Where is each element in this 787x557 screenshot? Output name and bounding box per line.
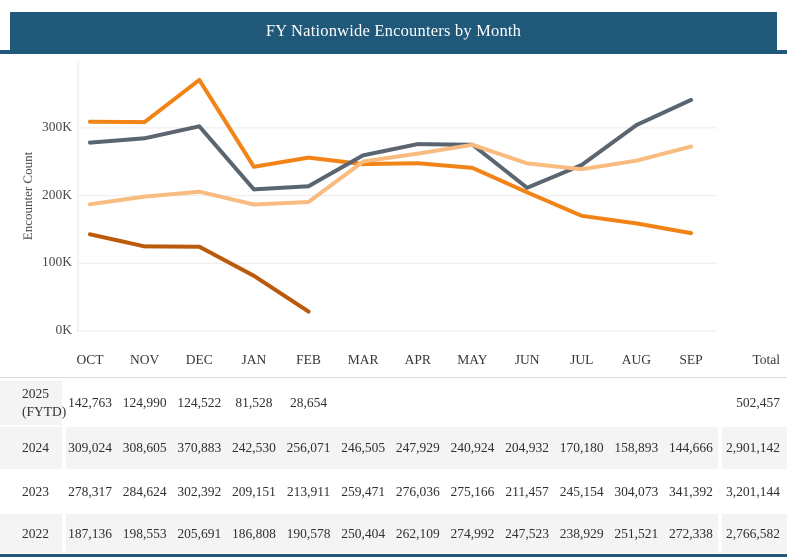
value-cell: 309,024 <box>68 440 112 455</box>
row-band <box>0 381 62 425</box>
total-cell: 502,457 <box>736 395 780 410</box>
series-line-2022 <box>88 142 693 207</box>
row-band <box>722 427 787 469</box>
value-cell: 124,522 <box>177 395 222 410</box>
page-title: FY Nationwide Encounters by Month <box>265 21 522 40</box>
row-label: 2022 <box>0 513 92 554</box>
value-cell: 213,911 <box>286 483 331 499</box>
row-label-line: 2025 <box>22 386 49 402</box>
value-cell: 204,932 <box>505 440 550 455</box>
value-cell: 205,691 <box>177 525 222 541</box>
value-cell: 81,528 <box>235 395 273 410</box>
table-header-divider <box>0 377 787 378</box>
value-cell: 142,763 <box>68 395 112 410</box>
row-band <box>0 427 62 469</box>
value-cell: 186,808 <box>231 525 276 541</box>
value-cell: 304,073 <box>614 483 659 499</box>
value-cell: 250,404 <box>341 525 386 541</box>
value-cell: 158,893 <box>614 440 659 455</box>
row-label-line: 2023 <box>22 483 49 499</box>
value-cell <box>390 380 446 426</box>
value-cell: 238,929 <box>559 525 604 541</box>
total-cell: 2,901,142 <box>726 440 780 455</box>
total-cell: 3,201,144 <box>726 483 780 499</box>
table-row: 2025 (FYTD) 142,763 124,990 124,522 81,528 28,… <box>0 380 787 426</box>
value-cell <box>499 380 555 426</box>
value-cell: 275,166 <box>450 483 495 499</box>
value-cell: 302,392 <box>177 483 222 499</box>
value-cell: 251,521 <box>614 525 659 541</box>
y-axis-tick-label: 100K <box>42 254 72 270</box>
value-cell: 247,523 <box>505 525 550 541</box>
bottom-border-strip <box>0 554 787 557</box>
value-cell: 284,624 <box>122 483 167 499</box>
value-cell: 144,666 <box>669 440 713 455</box>
x-axis-label: SEP <box>679 352 703 367</box>
value-cell: 124,990 <box>122 395 167 410</box>
value-cell: 187,136 <box>68 525 112 541</box>
table-row: 2024 309,024 308,605 370,883 242,530 256,071 2… <box>0 426 787 470</box>
x-axis-label: NOV <box>130 352 160 367</box>
y-axis-tick-label: 300K <box>42 118 72 134</box>
row-label-line: 2022 <box>22 525 49 541</box>
title-bar: FY Nationwide Encounters by Month <box>10 12 777 50</box>
value-cell: 259,471 <box>341 483 386 499</box>
total-column-header: Total <box>752 352 780 367</box>
value-cell <box>554 380 610 426</box>
total-cell: 2,766,582 <box>726 525 780 541</box>
value-cell <box>444 380 500 426</box>
value-cell: 245,154 <box>559 483 604 499</box>
value-cell: 190,578 <box>286 525 331 541</box>
value-cell <box>335 380 391 426</box>
x-axis-label: DEC <box>185 352 213 367</box>
x-axis-label: MAY <box>457 352 488 367</box>
row-label: 2025 (FYTD) <box>0 380 92 426</box>
value-cell: 341,392 <box>669 483 713 499</box>
x-axis-label: JUN <box>514 352 540 367</box>
table-row: 2023 278,317 284,624 302,392 209,151 213,911 2… <box>0 470 787 513</box>
value-cell: 370,883 <box>177 440 222 455</box>
value-cell <box>608 380 664 426</box>
x-axis-label: FEB <box>296 352 321 367</box>
row-label: 2024 <box>0 426 92 470</box>
table-row: 2022 187,136 198,553 205,691 186,808 190,578 2… <box>0 513 787 554</box>
value-cell: 198,553 <box>122 525 167 541</box>
value-cell: 170,180 <box>559 440 604 455</box>
value-cell: 247,929 <box>395 440 440 455</box>
value-cell: 209,151 <box>231 483 276 499</box>
row-label-line: 2024 <box>22 440 49 456</box>
x-axis-label: APR <box>404 352 431 367</box>
y-axis-tick-label: 200K <box>42 186 72 202</box>
value-cell: 246,505 <box>341 440 386 455</box>
x-axis-label: JAN <box>241 352 267 367</box>
series-line-2025-fytd <box>88 232 311 314</box>
x-axis-label: JUL <box>570 352 594 367</box>
value-cell: 28,654 <box>289 395 328 410</box>
row-label-line: (FYTD) <box>22 404 67 419</box>
value-cell: 272,338 <box>669 525 713 541</box>
header-divider-strip <box>0 50 787 54</box>
value-cell: 211,457 <box>505 483 549 499</box>
row-band <box>66 514 718 553</box>
x-axis-label: AUG <box>621 352 651 367</box>
series-line-2023 <box>88 97 693 192</box>
value-cell: 278,317 <box>68 483 112 499</box>
value-cell: 256,071 <box>286 440 331 455</box>
series-line-2024 <box>88 77 693 236</box>
y-axis-tick-label: 0K <box>55 322 73 337</box>
row-band <box>66 427 718 469</box>
row-label: 2023 <box>0 470 92 513</box>
value-cell: 262,109 <box>395 525 440 541</box>
value-cell: 240,924 <box>450 440 495 455</box>
value-cell: 274,992 <box>450 525 495 541</box>
value-cell: 242,530 <box>231 440 276 455</box>
value-cell: 276,036 <box>395 483 440 499</box>
x-axis-label: MAR <box>347 352 379 367</box>
row-band <box>722 514 787 553</box>
x-axis-label: OCT <box>76 352 104 367</box>
row-band <box>0 514 62 553</box>
value-cell: 308,605 <box>122 440 167 455</box>
